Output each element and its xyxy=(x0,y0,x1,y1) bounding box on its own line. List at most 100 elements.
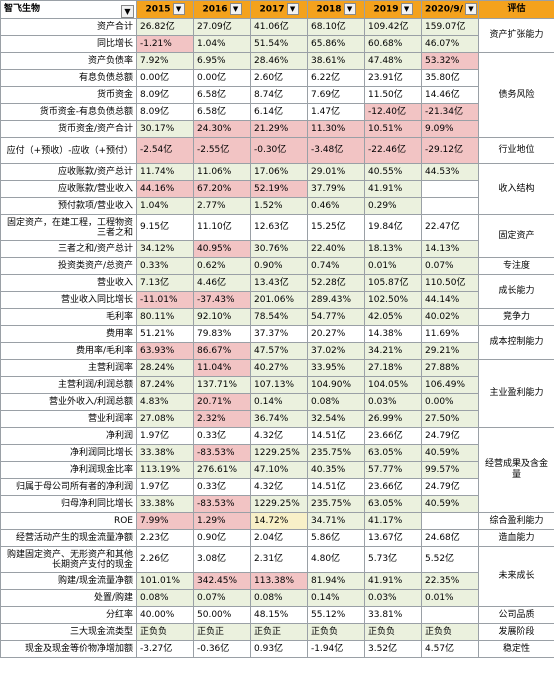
value-cell[interactable]: 46.07% xyxy=(421,35,479,53)
value-cell[interactable]: 22.35% xyxy=(421,572,479,590)
value-cell[interactable]: -11.01% xyxy=(136,291,194,309)
value-cell[interactable]: 13.67亿 xyxy=(364,529,422,547)
value-cell[interactable]: 51.21% xyxy=(136,325,194,343)
category-label[interactable]: 成长能力 xyxy=(478,274,554,309)
row-label[interactable]: 购建固定资产、无形资产和其他长期资产支付的现金 xyxy=(0,546,137,573)
value-cell[interactable]: 5.86亿 xyxy=(307,529,365,547)
value-cell[interactable]: 36.74% xyxy=(250,410,308,428)
value-cell[interactable]: -29.12亿 xyxy=(421,137,479,164)
filter-dropdown-icon[interactable]: ▼ xyxy=(172,3,185,16)
row-label[interactable]: 购建/现金流量净额 xyxy=(0,572,137,590)
value-cell[interactable]: 0.00亿 xyxy=(193,69,251,87)
sheet-title-cell[interactable]: 智飞生物 ▼ xyxy=(0,0,137,19)
year-header[interactable]: 2016 ▼ xyxy=(193,0,251,19)
value-cell[interactable]: 106.49% xyxy=(421,376,479,394)
value-cell[interactable]: -37.43% xyxy=(193,291,251,309)
value-cell[interactable]: 63.05% xyxy=(364,444,422,462)
value-cell[interactable]: 104.90% xyxy=(307,376,365,394)
value-cell[interactable]: 0.08% xyxy=(136,589,194,607)
value-cell[interactable]: 29.21% xyxy=(421,342,479,360)
value-cell[interactable]: 102.50% xyxy=(364,291,422,309)
value-cell[interactable]: 0.07% xyxy=(193,589,251,607)
row-label[interactable]: 有息负债总额 xyxy=(0,69,137,87)
row-label[interactable]: 费用率/毛利率 xyxy=(0,342,137,360)
filter-dropdown-icon[interactable]: ▼ xyxy=(121,5,134,18)
value-cell[interactable]: 6.22亿 xyxy=(307,69,365,87)
row-label[interactable]: ROE xyxy=(0,512,137,530)
value-cell[interactable]: 4.46亿 xyxy=(193,274,251,292)
category-label[interactable]: 竞争力 xyxy=(478,308,554,326)
value-cell[interactable]: 87.24% xyxy=(136,376,194,394)
value-cell[interactable]: 41.91% xyxy=(364,180,422,198)
value-cell[interactable]: 14.13% xyxy=(421,240,479,258)
value-cell[interactable]: 63.93% xyxy=(136,342,194,360)
value-cell[interactable]: 30.17% xyxy=(136,120,194,138)
value-cell[interactable]: 33.38% xyxy=(136,444,194,462)
category-label[interactable]: 造血能力 xyxy=(478,529,554,547)
value-cell[interactable]: 48.15% xyxy=(250,606,308,624)
value-cell[interactable]: 2.23亿 xyxy=(136,529,194,547)
category-label[interactable]: 资产扩张能力 xyxy=(478,18,554,53)
value-cell[interactable]: -0.36亿 xyxy=(193,640,251,658)
value-cell[interactable]: 1229.25% xyxy=(250,495,308,513)
value-cell[interactable]: 24.30% xyxy=(193,120,251,138)
category-label[interactable]: 未来成长 xyxy=(478,546,554,607)
value-cell[interactable]: 50.00% xyxy=(193,606,251,624)
value-cell[interactable]: 1.52% xyxy=(250,197,308,215)
row-label[interactable]: 货币资金 xyxy=(0,86,137,104)
value-cell[interactable]: 1.47亿 xyxy=(307,103,365,121)
value-cell[interactable]: 47.57% xyxy=(250,342,308,360)
value-cell[interactable]: 107.13% xyxy=(250,376,308,394)
value-cell[interactable]: -2.55亿 xyxy=(193,137,251,164)
value-cell[interactable]: 23.91亿 xyxy=(364,69,422,87)
value-cell[interactable]: 79.83% xyxy=(193,325,251,343)
value-cell[interactable]: 24.79亿 xyxy=(421,478,479,496)
row-label[interactable]: 经营活动产生的现金流量净额 xyxy=(0,529,137,547)
value-cell[interactable]: 52.19% xyxy=(250,180,308,198)
row-label[interactable]: 净利润同比增长 xyxy=(0,444,137,462)
value-cell[interactable]: 28.46% xyxy=(250,52,308,70)
value-cell[interactable]: 14.38% xyxy=(364,325,422,343)
value-cell[interactable]: 47.48% xyxy=(364,52,422,70)
value-cell[interactable]: 34.71% xyxy=(307,512,365,530)
value-cell[interactable]: 92.10% xyxy=(193,308,251,326)
value-cell[interactable]: 110.50亿 xyxy=(421,274,479,292)
filter-dropdown-icon[interactable]: ▼ xyxy=(464,3,477,16)
value-cell[interactable]: 0.07% xyxy=(421,257,479,275)
category-label[interactable]: 行业地位 xyxy=(478,137,554,164)
value-cell[interactable]: 正负正 xyxy=(193,623,251,641)
value-cell[interactable]: 7.99% xyxy=(136,512,194,530)
value-cell[interactable]: 24.68亿 xyxy=(421,529,479,547)
row-label[interactable]: 主营利润/利润总额 xyxy=(0,376,137,394)
value-cell[interactable]: 11.30% xyxy=(307,120,365,138)
value-cell[interactable]: 40.00% xyxy=(136,606,194,624)
value-cell[interactable] xyxy=(421,606,479,624)
filter-dropdown-icon[interactable]: ▼ xyxy=(229,3,242,16)
value-cell[interactable]: 11.06% xyxy=(193,163,251,181)
value-cell[interactable] xyxy=(421,197,479,215)
value-cell[interactable]: 23.66亿 xyxy=(364,478,422,496)
filter-dropdown-icon[interactable]: ▼ xyxy=(343,3,356,16)
row-label[interactable]: 归属于母公司所有者的净利润 xyxy=(0,478,137,496)
row-label[interactable]: 营业收入 xyxy=(0,274,137,292)
value-cell[interactable]: 4.57亿 xyxy=(421,640,479,658)
value-cell[interactable]: 1.04% xyxy=(193,35,251,53)
value-cell[interactable]: 52.28亿 xyxy=(307,274,365,292)
value-cell[interactable]: 2.32% xyxy=(193,410,251,428)
row-label[interactable]: 归母净利同比增长 xyxy=(0,495,137,513)
row-label[interactable]: 营业利润率 xyxy=(0,410,137,428)
value-cell[interactable]: 2.04亿 xyxy=(250,529,308,547)
value-cell[interactable]: 4.80亿 xyxy=(307,546,365,573)
value-cell[interactable]: 105.87亿 xyxy=(364,274,422,292)
value-cell[interactable]: 42.05% xyxy=(364,308,422,326)
value-cell[interactable]: 38.61% xyxy=(307,52,365,70)
value-cell[interactable]: 正负负 xyxy=(421,623,479,641)
year-header[interactable]: 2019 ▼ xyxy=(364,0,422,19)
value-cell[interactable]: 11.04% xyxy=(193,359,251,377)
value-cell[interactable]: 2.77% xyxy=(193,197,251,215)
value-cell[interactable]: 1.97亿 xyxy=(136,427,194,445)
value-cell[interactable]: 7.69亿 xyxy=(307,86,365,104)
value-cell[interactable]: 27.09亿 xyxy=(193,18,251,36)
value-cell[interactable]: 0.00% xyxy=(421,393,479,411)
value-cell[interactable]: 40.59% xyxy=(421,444,479,462)
